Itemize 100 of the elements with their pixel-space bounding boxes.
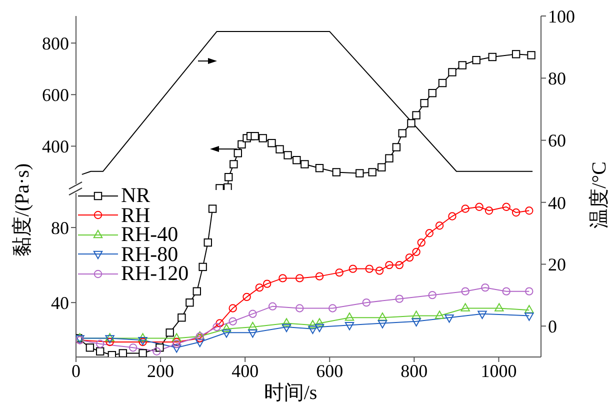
point	[481, 283, 490, 292]
point	[428, 290, 436, 300]
point	[484, 206, 494, 215]
point	[375, 266, 384, 275]
point	[172, 344, 182, 353]
point	[392, 143, 401, 152]
y2-tick-label: 80	[548, 68, 566, 89]
point	[282, 318, 292, 326]
point	[166, 328, 174, 337]
point	[192, 287, 201, 296]
point	[315, 164, 324, 172]
point	[178, 313, 186, 322]
point	[395, 294, 404, 303]
point	[105, 333, 114, 342]
point	[378, 312, 388, 321]
point	[525, 287, 534, 296]
point	[308, 320, 318, 328]
point	[224, 173, 233, 182]
x-tick-label: 0	[72, 360, 80, 381]
point	[444, 314, 454, 323]
point	[230, 160, 238, 168]
point	[195, 338, 204, 348]
point	[434, 310, 444, 319]
point	[268, 302, 277, 310]
point	[234, 149, 242, 158]
point	[448, 68, 456, 76]
point	[425, 229, 434, 238]
point	[385, 260, 394, 270]
point	[96, 347, 104, 356]
point	[344, 312, 354, 321]
point	[395, 260, 404, 270]
point	[420, 99, 428, 108]
point	[86, 344, 94, 352]
point	[356, 169, 364, 178]
point	[328, 304, 337, 312]
point	[228, 304, 237, 312]
point	[417, 238, 426, 247]
point	[488, 52, 496, 62]
point	[407, 119, 416, 128]
point	[284, 151, 292, 160]
point	[475, 202, 484, 211]
point	[405, 253, 414, 262]
point	[242, 292, 251, 302]
point	[308, 326, 318, 334]
point	[378, 320, 388, 328]
point	[461, 287, 470, 296]
y-axis-title: 黏度/(Pa·s)	[10, 163, 34, 257]
point	[332, 168, 340, 176]
y-tick-label: 80	[51, 218, 69, 238]
point	[398, 129, 406, 138]
point	[138, 333, 148, 342]
point	[348, 264, 357, 273]
point	[461, 204, 470, 213]
y-tick-label: 400	[42, 136, 69, 157]
point	[250, 132, 259, 140]
point	[438, 78, 447, 88]
point	[502, 202, 510, 211]
point	[105, 335, 114, 344]
point	[494, 303, 504, 312]
point	[276, 145, 284, 154]
point	[502, 287, 510, 296]
point	[478, 310, 487, 319]
point	[472, 56, 480, 64]
point	[435, 222, 444, 230]
point	[258, 134, 267, 142]
point	[365, 264, 374, 273]
point	[300, 160, 309, 168]
point	[512, 208, 520, 217]
x-tick-label: 600	[316, 360, 344, 381]
y2-tick-label: 100	[548, 6, 575, 26]
x-tick-label: 200	[147, 360, 174, 381]
point	[412, 318, 421, 326]
point	[138, 349, 147, 357]
point	[428, 88, 436, 98]
point	[527, 51, 536, 60]
point	[448, 212, 456, 220]
point	[268, 138, 276, 148]
point	[222, 324, 232, 332]
point	[248, 330, 258, 338]
point	[224, 183, 232, 190]
point	[222, 330, 232, 338]
point	[186, 298, 194, 307]
x-tick-label: 1000	[480, 360, 517, 381]
y-tick-label: 600	[42, 85, 69, 106]
point	[314, 318, 324, 326]
point	[412, 248, 420, 256]
point	[106, 338, 114, 346]
point	[208, 204, 217, 213]
y2-axis-title: 温度/°C	[588, 162, 612, 228]
point	[282, 324, 292, 332]
point	[172, 333, 182, 342]
x-tick-label: 400	[232, 360, 259, 381]
x-tick-label: 800	[400, 360, 428, 381]
point	[335, 268, 344, 277]
y2-tick-label: 20	[548, 254, 566, 275]
point	[362, 298, 371, 307]
point	[368, 168, 376, 176]
point	[315, 272, 324, 280]
point	[255, 283, 264, 292]
point	[216, 184, 224, 190]
